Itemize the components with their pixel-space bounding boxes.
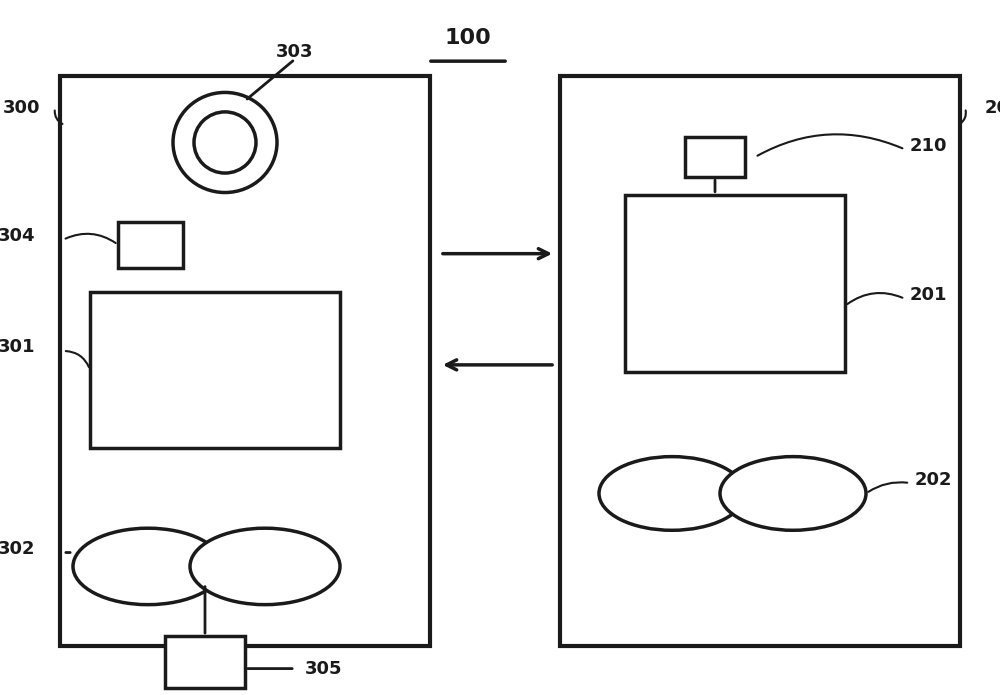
Text: 200: 200 [985, 99, 1000, 117]
Text: 301: 301 [0, 338, 35, 357]
Bar [625, 195, 845, 372]
Text: 300: 300 [2, 99, 40, 117]
Ellipse shape [73, 528, 223, 605]
Ellipse shape [599, 457, 745, 530]
Text: 302: 302 [0, 540, 35, 558]
Bar [118, 222, 183, 268]
Text: 210: 210 [910, 137, 948, 155]
Text: 202: 202 [915, 471, 952, 489]
Text: 100: 100 [445, 28, 491, 48]
Text: 303: 303 [276, 43, 314, 61]
Ellipse shape [173, 92, 277, 193]
Bar [560, 76, 960, 646]
Ellipse shape [194, 112, 256, 173]
Text: 201: 201 [910, 286, 948, 304]
Ellipse shape [720, 457, 866, 530]
Bar [165, 636, 245, 688]
Bar [685, 137, 745, 177]
Bar [60, 76, 430, 646]
Text: 304: 304 [0, 227, 35, 245]
Text: 305: 305 [305, 660, 342, 678]
Bar [90, 292, 340, 448]
Ellipse shape [190, 528, 340, 605]
